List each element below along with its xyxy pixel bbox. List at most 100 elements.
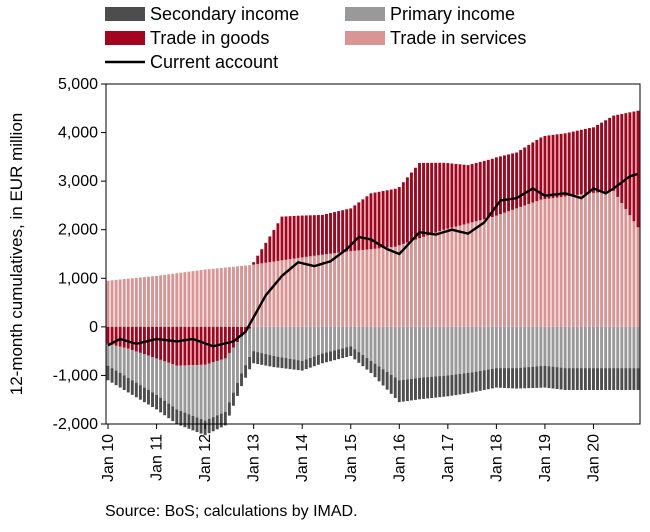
bar-trade-in-services-2015-02 [353,250,357,327]
bar-trade-in-services-2013-10 [288,259,292,327]
bar-primary-income-2011-08 [183,365,187,413]
bar-primary-income-2010-05 [122,347,126,376]
bar-trade-in-services-2014-04 [312,255,316,327]
bar-primary-income-2012-06 [223,358,227,412]
bar-trade-in-goods-2019-01 [543,135,547,200]
bar-primary-income-2015-04 [361,326,365,356]
bar-trade-in-goods-2020-11 [632,111,636,222]
bar-secondary-income-2020-07 [616,368,620,390]
bar-secondary-income-2019-05 [559,367,563,390]
bar-secondary-income-2015-08 [377,366,381,382]
bar-primary-income-2014-07 [325,326,328,353]
bar-secondary-income-2016-06 [418,377,421,400]
bar-primary-income-2020-04 [604,326,608,369]
bar-primary-income-2011-01 [155,358,159,395]
bar-secondary-income-2012-05 [219,413,223,428]
bar-trade-in-services-2016-06 [418,238,421,327]
bar-secondary-income-2017-09 [478,370,482,391]
bar-trade-in-goods-2010-07 [130,326,134,351]
bar-secondary-income-2013-06 [272,356,276,368]
bar-trade-in-services-2020-04 [604,191,608,327]
bar-secondary-income-2010-07 [130,380,134,395]
bar-trade-in-services-2012-01 [203,269,207,327]
bar-secondary-income-2016-08 [426,377,430,399]
legend-swatch [105,7,145,21]
bar-primary-income-2020-09 [624,326,628,369]
bar-primary-income-2012-12 [248,328,252,357]
bar-primary-income-2010-10 [142,354,146,388]
bar-trade-in-goods-2014-12 [345,209,349,252]
bar-trade-in-goods-2010-01 [106,326,110,344]
bar-trade-in-goods-2011-12 [199,326,203,365]
bar-trade-in-goods-2012-01 [203,326,207,365]
bar-trade-in-goods-2016-11 [438,162,442,232]
bar-trade-in-goods-2017-12 [490,158,494,218]
bar-trade-in-services-2017-01 [446,228,450,327]
bar-trade-in-services-2016-03 [405,242,409,327]
bar-secondary-income-2014-04 [312,356,316,367]
bar-secondary-income-2012-12 [248,356,252,370]
bar-secondary-income-2014-02 [304,359,308,370]
bar-trade-in-goods-2020-02 [596,124,599,193]
bar-primary-income-2018-07 [519,326,523,368]
bar-trade-in-services-2010-11 [147,276,150,327]
bar-secondary-income-2019-06 [563,368,567,390]
x-tick-label: Jan 20 [585,434,602,482]
bar-trade-in-goods-2020-05 [608,117,612,192]
bar-trade-in-services-2019-02 [547,198,551,327]
bar-primary-income-2017-02 [450,326,454,375]
bar-trade-in-services-2019-06 [563,196,567,327]
bar-secondary-income-2017-06 [466,373,470,394]
bar-trade-in-goods-2018-08 [523,147,527,206]
bar-primary-income-2010-07 [130,350,134,381]
bar-trade-in-goods-2018-06 [515,152,519,209]
bar-trade-in-services-2017-11 [486,218,490,327]
bar-primary-income-2011-04 [167,362,171,404]
bar-trade-in-services-2014-02 [304,256,308,327]
bar-secondary-income-2011-08 [183,412,187,428]
bar-trade-in-goods-2014-11 [341,210,345,253]
bar-secondary-income-2020-11 [632,368,636,390]
bar-trade-in-goods-2017-02 [450,163,454,228]
bar-secondary-income-2010-02 [110,368,114,383]
bar-trade-in-services-2017-05 [462,224,466,327]
bar-trade-in-services-2016-05 [414,239,417,327]
bar-secondary-income-2014-11 [341,348,345,359]
bar-secondary-income-2015-11 [389,374,393,394]
bar-primary-income-2017-01 [446,326,450,376]
bar-secondary-income-2015-06 [369,360,373,373]
bar-primary-income-2015-10 [385,326,389,372]
bar-primary-income-2019-10 [579,326,583,369]
bar-secondary-income-2019-04 [555,367,559,390]
bar-trade-in-goods-2018-10 [531,142,535,203]
bar-secondary-income-2020-09 [624,368,628,390]
bar-trade-in-goods-2013-01 [252,262,256,265]
bar-primary-income-2016-05 [414,326,417,379]
bar-trade-in-goods-2010-08 [134,326,138,352]
bar-trade-in-services-2018-02 [498,214,502,327]
bar-trade-in-services-2011-12 [199,270,203,327]
bar-trade-in-services-2019-05 [559,196,563,327]
bar-secondary-income-2014-09 [333,350,337,361]
bar-trade-in-goods-2020-08 [620,113,624,203]
bar-primary-income-2020-08 [620,326,624,369]
bar-secondary-income-2013-01 [252,351,256,364]
bar-secondary-income-2014-05 [316,355,320,365]
bar-trade-in-goods-2017-03 [454,163,458,227]
bar-trade-in-services-2018-01 [494,215,498,327]
bar-secondary-income-2013-05 [268,355,272,367]
bar-secondary-income-2016-11 [438,376,442,398]
bar-primary-income-2011-11 [195,365,199,418]
bar-secondary-income-2015-04 [361,355,365,367]
bar-primary-income-2018-10 [531,326,535,367]
bar-primary-income-2010-12 [151,357,154,393]
bar-trade-in-goods-2017-04 [458,164,462,226]
bar-trade-in-services-2012-07 [227,267,231,327]
bar-primary-income-2015-03 [357,326,361,353]
bar-trade-in-goods-2013-04 [264,242,268,263]
bar-trade-in-services-2010-12 [151,276,154,327]
bar-trade-in-services-2011-06 [175,273,179,327]
bar-trade-in-goods-2020-10 [628,112,632,216]
bar-trade-in-services-2017-03 [454,226,458,327]
